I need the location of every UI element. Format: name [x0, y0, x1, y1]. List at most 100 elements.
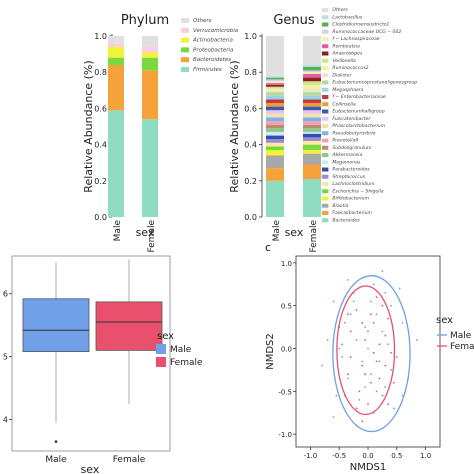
genus-bar-segment [303, 88, 321, 93]
genus-legend-label: Clostridiumsensustricto1 [332, 22, 389, 28]
nmds-ellipse [332, 275, 411, 433]
nmds-panel-label: c [265, 241, 271, 254]
genus-bar-segment [266, 124, 284, 129]
nmds-point [375, 313, 378, 316]
nmds-ytick-label: 0.0 [281, 346, 292, 354]
genus-legend-swatch [322, 87, 329, 92]
phylum-bar-segment [142, 36, 158, 47]
genus-bar-segment [266, 92, 284, 96]
genus-bar-segment [303, 153, 321, 165]
genus-ytick-label: 0.4 [244, 141, 257, 150]
genus-legend-swatch [322, 109, 329, 114]
genus-bar-segment [303, 70, 321, 73]
genus-legend-label: Prevotella9 [332, 138, 358, 144]
genus-title: Genus [273, 13, 315, 28]
nmds-point [367, 330, 369, 333]
phylum-legend-swatch [181, 57, 189, 63]
phylum-legend-swatch [181, 18, 189, 23]
genus-legend-label: Escherichia − Shigella [332, 188, 383, 194]
nmds-point [341, 343, 343, 346]
genus-bar-segment [303, 102, 321, 107]
nmds-point [387, 403, 390, 406]
nmds-point [341, 356, 343, 358]
nmds-point [369, 313, 372, 316]
genus-bar-segment [303, 95, 321, 100]
boxplot-outlier [54, 440, 58, 443]
nmds-point [398, 287, 401, 290]
phylum-ytick-label: 0.0 [94, 213, 107, 222]
genus-bar-segment [303, 106, 321, 111]
genus-legend-swatch [322, 160, 329, 165]
genus-legend-label: Subdoligranulum [332, 145, 372, 151]
genus-legend-label: Bacteroides [332, 217, 360, 223]
phylum-ytick-label: 1.0 [94, 32, 107, 41]
genus-legend-swatch [322, 189, 329, 194]
genus-bar-segment [266, 81, 284, 84]
genus-bar-segment [266, 110, 284, 114]
nmds-point [381, 304, 384, 307]
phylum-legend-swatch [181, 27, 189, 33]
genus-legend-swatch [322, 138, 329, 143]
phylum-bar-segment [108, 57, 124, 65]
phylum-legend-label: Actinobacteria [192, 38, 234, 44]
nmds-xtick-label: -0.5 [332, 452, 346, 460]
nmds-point [372, 351, 375, 354]
genus-bar-segment [266, 99, 284, 103]
phylum-bar-segment [108, 36, 124, 44]
genus-bar-segment [266, 180, 284, 217]
genus-bar-segment [303, 164, 321, 179]
genus-legend-swatch [322, 37, 329, 41]
phylum-bar-segment [142, 52, 158, 58]
nmds-point [395, 356, 398, 358]
phylum-bar-segment [142, 70, 158, 120]
genus-ytick-label: 1.0 [244, 32, 257, 41]
genus-category-label: Female [309, 220, 319, 253]
boxplot-panel [11, 255, 171, 452]
genus-bar-segment [303, 150, 321, 154]
nmds-xtick-label: -1.0 [304, 452, 318, 460]
nmds-point [390, 304, 392, 307]
nmds-point [346, 377, 349, 380]
genus-legend-swatch [322, 196, 329, 201]
genus-bar-segment [266, 36, 284, 76]
nmds-point [378, 343, 381, 346]
genus-bar-segment [303, 36, 321, 65]
phylum-xlabel: sex [136, 226, 155, 239]
nmds-point [344, 321, 346, 324]
genus-bar-segment [266, 155, 284, 169]
genus-bar-segment [303, 131, 321, 134]
genus-bar-segment [266, 121, 284, 125]
genus-legend-label: Blautia [332, 203, 348, 209]
phylum-legend-swatch [181, 37, 189, 43]
genus-bar-segment [303, 92, 321, 96]
nmds-xtick-label: 1.0 [420, 452, 431, 460]
phylum-legend-swatch [181, 47, 189, 53]
nmds-ytick-label: -1.0 [278, 431, 292, 439]
genus-legend-swatch [322, 131, 329, 136]
nmds-point [384, 334, 387, 337]
nmds-point [401, 321, 404, 324]
genus-legend-swatch [322, 145, 329, 150]
genus-legend-label: Lachnoclostridium [332, 181, 375, 187]
phylum-legend-swatch [181, 67, 189, 72]
boxplot-box [95, 301, 163, 351]
nmds-ytick-label: 1.0 [281, 260, 292, 268]
phylum-legend-label: Firmicutes [193, 67, 222, 73]
nmds-point [335, 394, 338, 397]
genus-legend-label: Akkermansia [331, 152, 362, 158]
nmds-point [358, 398, 361, 401]
genus-ytick-label: 0.0 [244, 213, 257, 222]
genus-bar-segment [303, 117, 321, 122]
boxplot-legend-title: sex [157, 331, 174, 342]
nmds-point [381, 270, 384, 273]
genus-legend-swatch [322, 73, 329, 78]
nmds-point [346, 373, 349, 376]
genus-legend-label: Ruminococcaceae UCG − 002 [332, 29, 401, 35]
genus-legend-label: Megamonas [332, 159, 361, 165]
genus-legend-swatch [322, 116, 329, 121]
nmds-point [375, 296, 378, 299]
nmds-point [375, 390, 378, 393]
genus-legend-label: Veillonella [332, 58, 356, 64]
genus-bar-segment [303, 74, 321, 78]
nmds-point [367, 403, 369, 406]
